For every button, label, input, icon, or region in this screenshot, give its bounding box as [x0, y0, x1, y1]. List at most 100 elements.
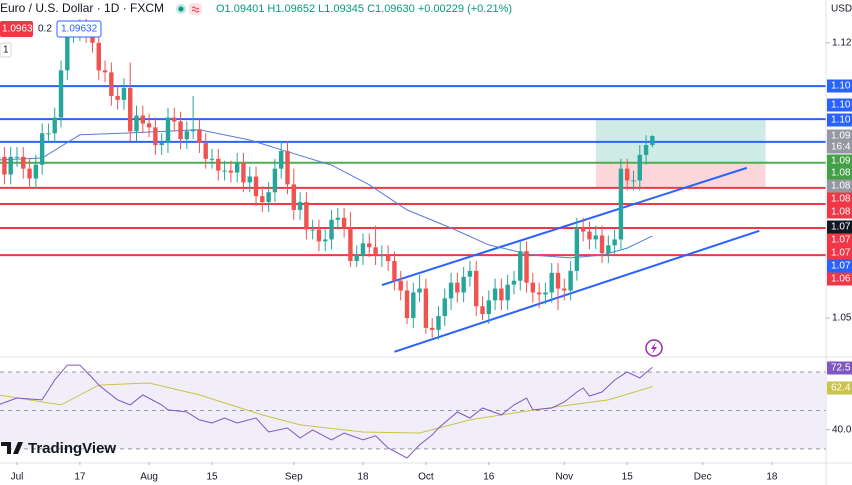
candle-body	[461, 276, 466, 293]
candle-body	[348, 227, 353, 262]
price-label: 1.09	[831, 156, 851, 167]
price-label-box	[827, 220, 852, 234]
price-label-box	[827, 154, 852, 168]
price-label-box	[827, 98, 852, 112]
sell-price: 1.09630	[2, 24, 39, 35]
candle-body	[467, 270, 473, 277]
candle-body	[379, 255, 385, 257]
candle-body	[260, 196, 265, 203]
candle-body	[304, 202, 309, 230]
candle-body	[14, 156, 20, 158]
price-label: 1.08	[831, 194, 851, 205]
candle-body	[165, 117, 171, 144]
data-icon-glyph	[191, 6, 200, 13]
candle-body	[8, 156, 13, 175]
candle-body	[486, 300, 492, 315]
candle-body	[109, 72, 114, 96]
trend-line	[381, 166, 748, 286]
candle-body	[134, 115, 139, 132]
logo-bg	[0, 441, 10, 455]
candle-body	[650, 136, 655, 146]
candle-body	[96, 42, 101, 71]
candle-body	[562, 288, 567, 291]
candle-body	[140, 115, 146, 124]
price-label: 1.08	[831, 207, 851, 218]
x-tick-label: Nov	[555, 472, 573, 483]
price-label-box	[827, 179, 852, 193]
candle-body	[436, 316, 441, 330]
price-label-box	[827, 192, 852, 206]
candle-body	[335, 217, 341, 220]
candle-body	[411, 292, 416, 319]
price-label-box	[827, 272, 852, 286]
candle-body	[297, 202, 303, 210]
candle-body	[612, 239, 617, 246]
price-label-box	[827, 259, 852, 273]
market-status-dot	[178, 6, 184, 12]
candle-body	[241, 162, 246, 183]
candle-body	[398, 280, 403, 291]
candle-body	[184, 131, 190, 140]
candle-body	[102, 70, 108, 73]
candle-body	[555, 272, 561, 289]
candle-body	[599, 235, 605, 254]
candle-body	[153, 127, 158, 146]
candle-body	[524, 251, 529, 283]
candle-body	[33, 164, 39, 179]
price-label: 1.07	[831, 222, 851, 233]
candle-body	[480, 306, 485, 315]
rsi-value-box	[827, 361, 852, 375]
candle-body	[568, 270, 573, 291]
y-tick-label: 1.12	[832, 37, 852, 48]
x-tick-label: Jul	[11, 472, 24, 483]
candle-body	[530, 282, 536, 293]
candle-body	[203, 143, 208, 159]
candle-body	[52, 117, 57, 134]
candle-body	[341, 217, 347, 228]
trend-line	[394, 229, 760, 353]
candle-body	[285, 150, 290, 185]
candle-body	[417, 288, 422, 293]
logo: TradingView	[0, 440, 116, 457]
candle-body	[423, 288, 429, 328]
candle-body	[310, 229, 315, 231]
candle-body	[631, 180, 636, 182]
candle-body	[234, 162, 240, 173]
position-stop-zone	[595, 162, 766, 188]
candle-body	[209, 158, 215, 160]
candle-body	[27, 168, 32, 179]
candle-body	[21, 156, 26, 169]
candle-body	[39, 133, 45, 165]
candle-body	[499, 288, 504, 301]
candle-body	[505, 284, 510, 301]
candle-body	[253, 176, 259, 197]
x-tick-label: Aug	[140, 472, 158, 483]
header: Euro / U.S. Dollar · 1D · FXCM O1.09401 …	[0, 0, 560, 58]
candle-body	[511, 280, 517, 285]
candle-body	[574, 227, 580, 271]
candle-body	[587, 231, 592, 240]
candle-body	[392, 261, 397, 281]
candle-body	[543, 292, 548, 295]
buy-price: 1.09632	[61, 24, 98, 35]
data-icon	[189, 3, 202, 15]
candle-body	[128, 88, 133, 132]
rsi-value-label: 62.4	[831, 383, 851, 394]
plot-area	[0, 13, 826, 459]
symbol-title: Euro / U.S. Dollar · 1D · FXCM	[0, 1, 164, 15]
candle-body	[643, 145, 649, 155]
candle-body	[266, 192, 271, 203]
price-label: 1.07	[831, 248, 851, 259]
price-label: 1.10	[831, 115, 851, 126]
candle-body	[442, 298, 447, 317]
candle-body	[272, 168, 278, 193]
buy-box	[56, 20, 102, 38]
candle-body	[518, 251, 523, 281]
candle-body	[448, 282, 454, 299]
candle-body	[404, 290, 410, 319]
candle-body	[580, 227, 586, 232]
candle-body	[316, 229, 322, 242]
candle-body	[146, 123, 152, 128]
candle-body	[65, 33, 70, 71]
candle-body	[216, 158, 221, 171]
